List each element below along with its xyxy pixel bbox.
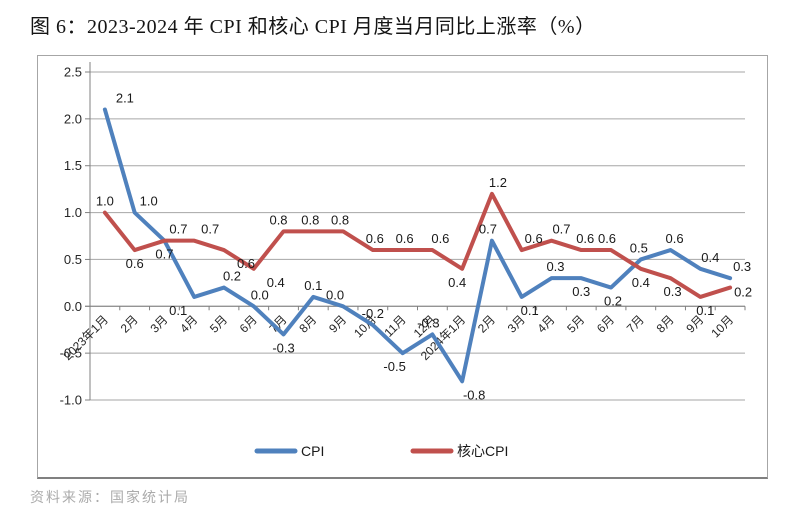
core-cpi-data-label: 0.8	[331, 212, 349, 227]
cpi-data-label: -0.3	[417, 315, 439, 330]
core-cpi-line	[102, 191, 733, 299]
core-cpi-data-label: 1.2	[489, 175, 507, 190]
cpi-data-label: -0.3	[272, 340, 294, 355]
core-cpi-data-label: 0.6	[598, 231, 616, 246]
core-cpi-data-label: 0.7	[552, 222, 570, 237]
chart-border-box	[37, 55, 768, 479]
legend-label-core-cpi: 核心CPI	[457, 443, 508, 459]
core-cpi-data-label: 0.4	[267, 275, 285, 290]
y-axis-label: 0.0	[64, 299, 82, 314]
cpi-data-label: 1.0	[140, 194, 158, 209]
y-axis-label: -1.0	[60, 393, 82, 408]
core-cpi-data-label: 0.6	[576, 231, 594, 246]
x-axis-label: 5月	[564, 313, 587, 336]
y-axis-label: 2.0	[64, 111, 82, 126]
core-cpi-data-label: 0.6	[126, 256, 144, 271]
x-axis-label: 2月	[475, 313, 498, 336]
core-cpi-data-label: 0.3	[664, 284, 682, 299]
cpi-data-label: 0.6	[666, 231, 684, 246]
cpi-data-label: -0.8	[463, 387, 485, 402]
core-cpi-data-label: 0.6	[525, 231, 543, 246]
cpi-data-label: 0.1	[304, 278, 322, 293]
x-axis-label: 9月	[326, 313, 349, 336]
cpi-data-label: -0.2	[362, 306, 384, 321]
figure-title: 图 6：2023-2024 年 CPI 和核心 CPI 月度当月同比上涨率（%）	[30, 16, 596, 38]
cpi-line	[102, 107, 733, 384]
core-cpi-data-label: 0.7	[169, 222, 187, 237]
core-cpi-data-label: 0.7	[201, 222, 219, 237]
x-axis-label: 2023年1月	[61, 313, 111, 363]
core-cpi-data-label: 0.6	[366, 231, 384, 246]
core-cpi-data-label: 1.0	[96, 194, 114, 209]
y-axis-label: 1.5	[64, 158, 82, 173]
cpi-data-label: 0.2	[223, 269, 241, 284]
data-source-note: 资料来源：国家统计局	[30, 491, 190, 506]
cpi-data-label: 0.4	[701, 250, 719, 265]
core-cpi-data-label: 0.8	[269, 212, 287, 227]
cpi-data-label: 0.7	[155, 247, 173, 262]
y-axis-label: -0.5	[60, 346, 82, 361]
y-axis-label: 0.5	[64, 252, 82, 267]
x-axis-label: 2月	[118, 313, 141, 336]
x-axis-label: 6月	[594, 313, 617, 336]
x-axis-label: 5月	[207, 313, 230, 336]
core-cpi-data-label: 0.8	[301, 212, 319, 227]
cpi-data-label: 0.2	[604, 294, 622, 309]
cpi-data-label: 0.3	[572, 284, 590, 299]
x-axis-label: 6月	[237, 313, 260, 336]
cpi-data-label: -0.5	[383, 359, 405, 374]
cpi-data-label: 0.7	[479, 222, 497, 237]
core-cpi-data-label: 0.4	[632, 275, 650, 290]
cpi-data-label: 0.1	[169, 303, 187, 318]
cpi-data-label: 0.0	[251, 287, 269, 302]
cpi-data-label: 0.5	[630, 240, 648, 255]
core-cpi-data-label: 0.6	[237, 256, 255, 271]
x-axis-label: 8月	[654, 313, 677, 336]
cpi-data-label: 0.1	[521, 303, 539, 318]
cpi-data-label: 2.1	[116, 90, 134, 105]
cpi-data-label: 0.0	[326, 287, 344, 302]
legend-label-cpi: CPI	[301, 443, 324, 459]
core-cpi-data-label: 0.6	[396, 231, 414, 246]
core-cpi-data-label: 0.4	[448, 275, 466, 290]
x-axis-label: 7月	[624, 313, 647, 336]
y-axis-label: 2.5	[64, 65, 82, 80]
cpi-data-label: 0.3	[546, 259, 564, 274]
core-cpi-data-label: 0.2	[734, 285, 752, 300]
core-cpi-data-label: 0.6	[431, 231, 449, 246]
core-cpi-data-label: 0.1	[696, 303, 714, 318]
y-axis-label: 1.0	[64, 205, 82, 220]
cpi-data-label: 0.3	[733, 259, 751, 274]
x-axis-label: 3月	[147, 313, 170, 336]
